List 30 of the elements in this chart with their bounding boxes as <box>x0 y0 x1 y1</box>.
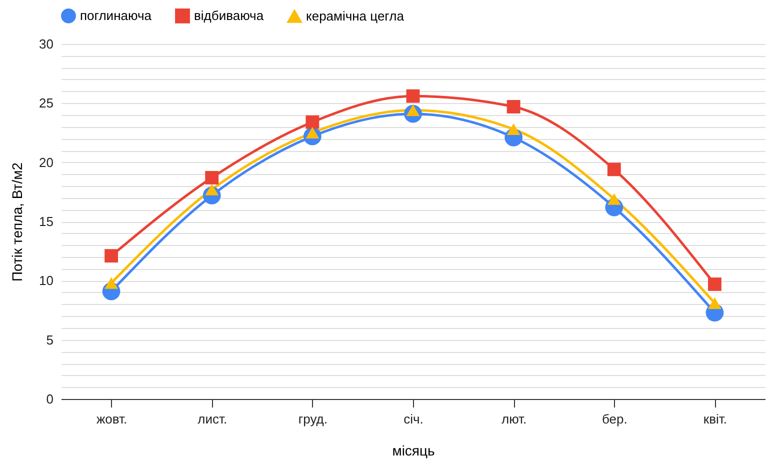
y-tick-label: 20 <box>39 154 54 170</box>
x-tick-label: лист. <box>198 412 228 426</box>
y-tick-label: 5 <box>46 332 54 348</box>
point <box>104 277 118 289</box>
x-tick-label: січ. <box>404 412 424 426</box>
point <box>506 123 520 136</box>
x-tick-label: жовт. <box>96 412 128 426</box>
point <box>607 193 621 205</box>
x-tick-label: бер. <box>602 412 628 426</box>
point <box>708 297 722 309</box>
point <box>708 278 722 291</box>
point <box>607 162 621 176</box>
x-axis-title: місяць <box>392 442 435 458</box>
y-axis-title: Потік тепла, Вт/м2 <box>9 162 26 282</box>
legend-label: відбиваюча <box>194 8 264 23</box>
x-tick-label: квіт. <box>703 412 728 426</box>
point <box>406 89 420 103</box>
point <box>306 115 320 129</box>
y-tick-label: 15 <box>39 214 54 229</box>
point <box>104 249 118 263</box>
x-tick-label: лют. <box>501 412 527 426</box>
legend-label: поглинаюча <box>80 8 152 23</box>
point <box>506 100 520 114</box>
x-tick-label: груд. <box>298 412 328 426</box>
legend-label: керамічна цегла <box>306 8 405 24</box>
y-tick-label: 25 <box>39 96 54 111</box>
y-tick-label: 0 <box>46 392 54 406</box>
y-tick-label: 30 <box>39 36 54 52</box>
y-tick-label: 10 <box>39 273 54 288</box>
point <box>205 171 219 184</box>
